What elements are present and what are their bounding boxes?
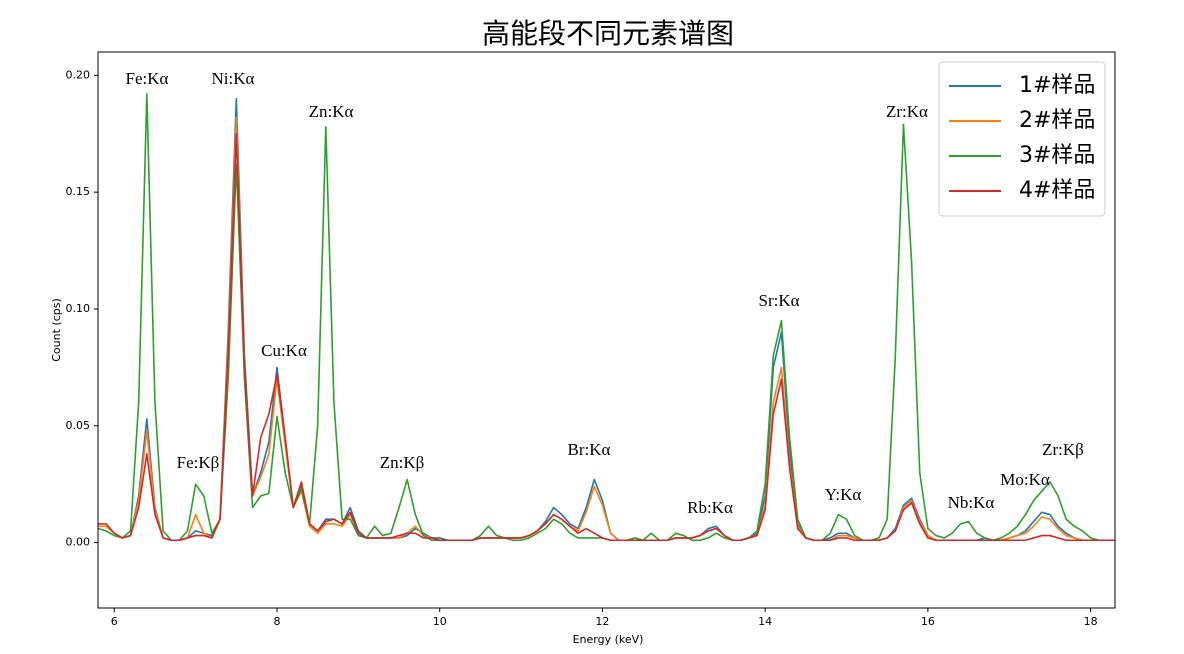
annotation: Zn:Kβ (380, 453, 425, 472)
x-tick-label: 16 (921, 615, 935, 628)
legend-box (938, 61, 1106, 217)
y-axis-label: Count (cps) (50, 298, 63, 362)
y-tick-label: 0.10 (66, 302, 91, 315)
x-tick-label: 6 (111, 615, 118, 628)
annotation: Zn:Kα (309, 102, 354, 121)
y-tick-label: 0.20 (66, 68, 91, 81)
legend-label: 4#样品 (1019, 178, 1095, 203)
annotation: Mo:Kα (1000, 470, 1050, 489)
annotation: Zr:Kα (886, 102, 928, 121)
x-tick-label: 14 (758, 615, 772, 628)
legend-label: 3#样品 (1019, 143, 1095, 168)
annotation: Fe:Kα (126, 69, 169, 88)
plot-frame (97, 51, 1116, 609)
x-tick-label: 8 (273, 615, 280, 628)
y-tick-label: 0.05 (66, 419, 91, 432)
annotation: Fe:Kβ (177, 453, 220, 472)
annotation: Zr:Kβ (1042, 440, 1084, 459)
legend-label: 1#样品 (1019, 73, 1095, 98)
x-tick-label: 12 (595, 615, 609, 628)
x-axis-label: Energy (keV) (573, 633, 644, 646)
x-tick-label: 10 (433, 615, 447, 628)
annotation: Rb:Kα (687, 498, 733, 517)
annotation: Cu:Kα (261, 341, 307, 360)
annotation: Ni:Kα (212, 69, 255, 88)
y-tick-label: 0.15 (66, 185, 91, 198)
chart-title: 高能段不同元素谱图 (482, 17, 734, 50)
annotation: Y:Kα (825, 485, 862, 504)
x-tick-label: 18 (1084, 615, 1098, 628)
legend-label: 2#样品 (1019, 108, 1095, 133)
series-line (98, 132, 1115, 542)
annotation: Sr:Kα (758, 291, 799, 310)
annotation: Nb:Kα (948, 493, 995, 512)
y-tick-label: 0.00 (66, 536, 91, 549)
annotation: Br:Kα (568, 440, 611, 459)
